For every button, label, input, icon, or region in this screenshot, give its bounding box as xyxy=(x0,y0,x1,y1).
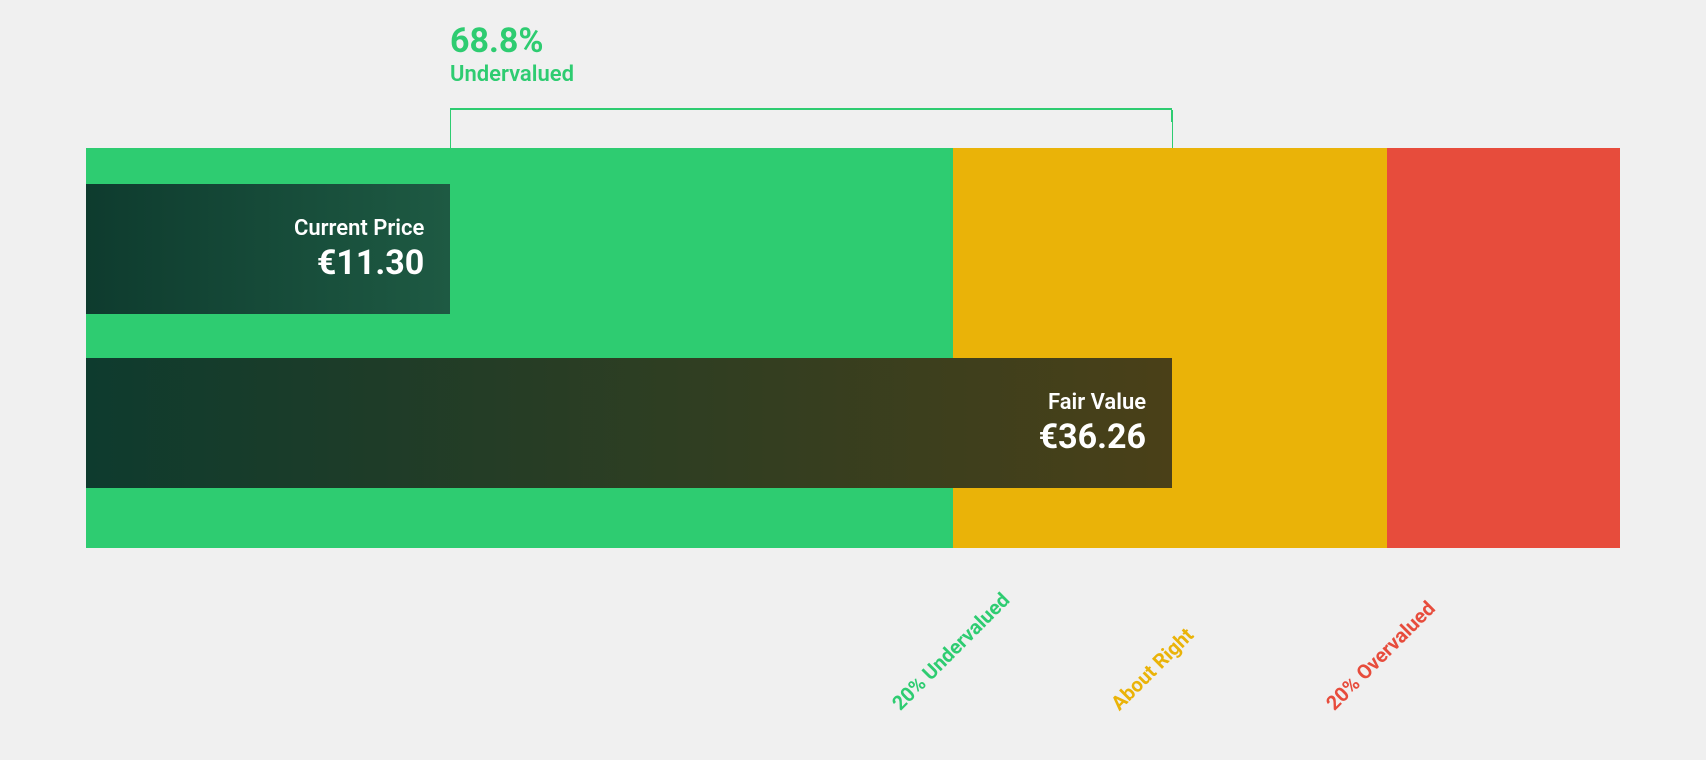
bar-fair-value: Fair Value€36.26 xyxy=(86,358,1172,488)
zone-overvalued xyxy=(1387,148,1620,548)
bar-current-price-value: €11.30 xyxy=(317,243,424,283)
valuation-chart: Current Price€11.30 Fair Value€36.26 xyxy=(86,148,1620,548)
headline-percent: 68.8% xyxy=(450,24,574,60)
zone-about-right xyxy=(953,148,1387,548)
bar-fair-value-label: Fair Value xyxy=(1048,390,1146,415)
headline: 68.8% Undervalued xyxy=(450,24,574,87)
bracket-drop-left xyxy=(450,110,451,150)
bar-fair-value-value: €36.26 xyxy=(1039,417,1146,457)
valuation-bracket xyxy=(450,108,1172,110)
bar-current-price: Current Price€11.30 xyxy=(86,184,450,314)
axis-label: 20% Overvalued xyxy=(1321,596,1440,715)
axis-label: About Right xyxy=(1106,623,1198,715)
bar-current-price-label: Current Price xyxy=(294,216,424,241)
headline-subtext: Undervalued xyxy=(450,62,574,87)
axis-label: 20% Undervalued xyxy=(887,588,1014,715)
